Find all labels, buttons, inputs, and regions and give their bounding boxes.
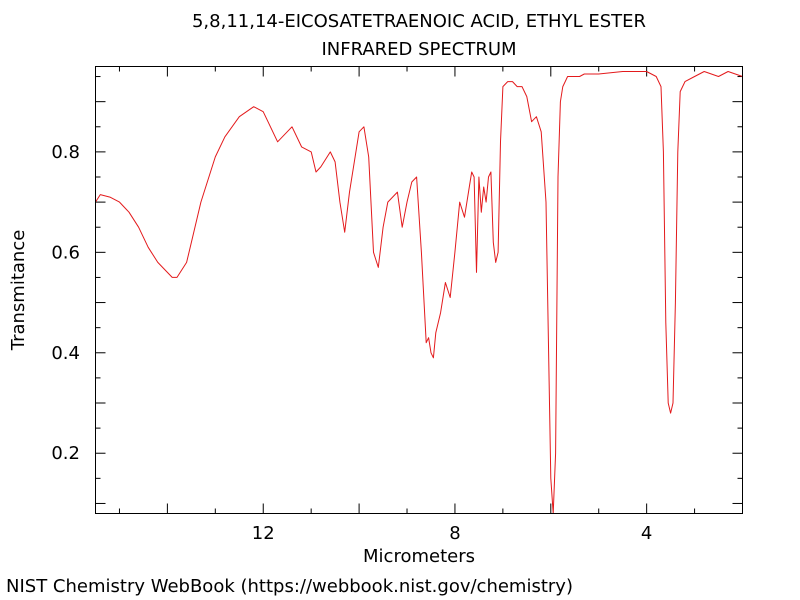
- y-tick-label: 0.2: [51, 443, 80, 464]
- chart-subtitle: INFRARED SPECTRUM: [321, 39, 517, 60]
- spectrum-line: [95, 71, 743, 514]
- y-tick-label: 0.6: [51, 242, 80, 263]
- minor-ticks: [95, 66, 743, 514]
- x-tick-label: 4: [641, 523, 652, 544]
- x-axis-label: Micrometers: [363, 546, 475, 567]
- x-tick-label: 8: [449, 523, 460, 544]
- chart-title: 5,8,11,14-EICOSATETRAENOIC ACID, ETHYL E…: [191, 11, 647, 32]
- plot-frame: [95, 66, 743, 514]
- y-tick-label: 0.4: [51, 343, 80, 364]
- footer-credit: NIST Chemistry WebBook (https://webbook.…: [6, 576, 573, 597]
- y-tick-label: 0.8: [51, 142, 80, 163]
- x-tick-label: 12: [252, 523, 275, 544]
- major-ticks: [95, 66, 743, 514]
- tick-labels: 12 8 4 0.2 0.4 0.6 0.8: [51, 142, 652, 544]
- y-axis-label: Transmitance: [8, 230, 29, 352]
